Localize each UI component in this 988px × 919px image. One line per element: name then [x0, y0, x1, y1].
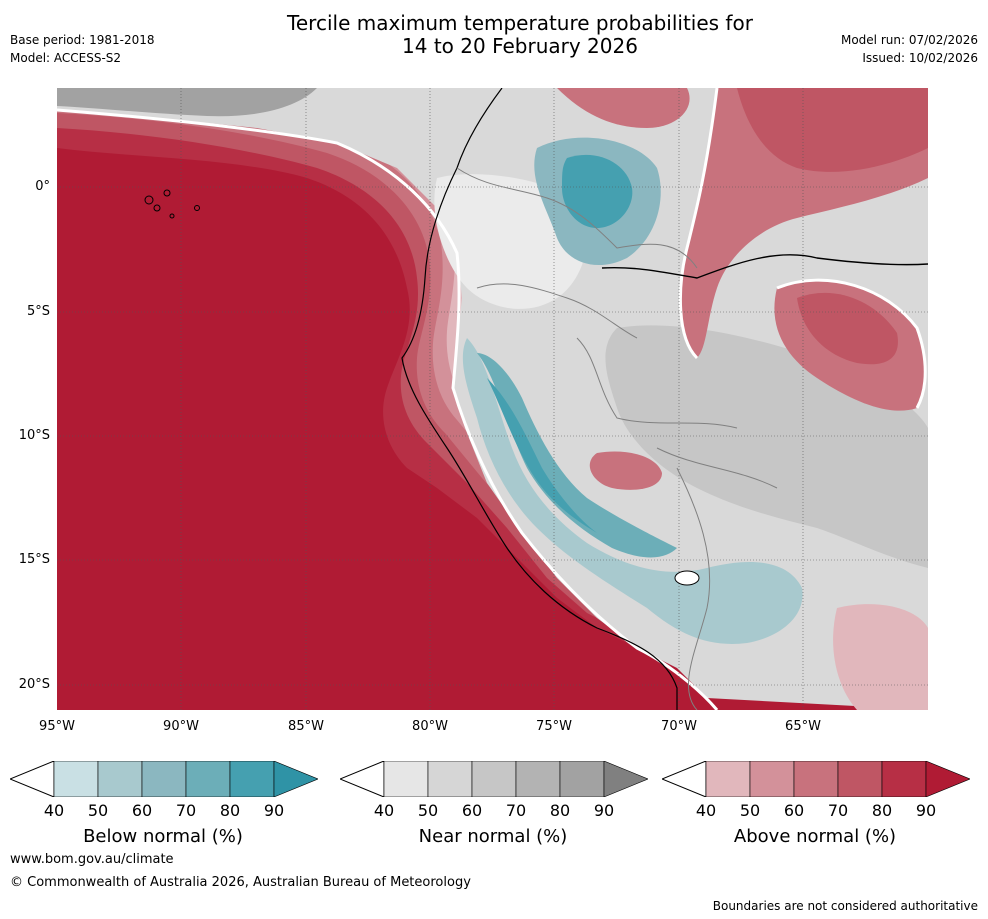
near-swatch-70 [515, 761, 561, 797]
above-normal-se [833, 604, 928, 710]
lat-tick-15s: 15°S [18, 552, 50, 567]
lon-tick-75w: 75°W [536, 719, 572, 734]
lat-tick-5s: 5°S [26, 304, 50, 319]
above-swatch-80 [881, 761, 927, 797]
lon-tick-80w: 80°W [412, 719, 448, 734]
model-run: Model run: 07/02/2026 [840, 33, 978, 47]
below-tick-40: 40 [43, 801, 65, 820]
above-normal-central [589, 451, 662, 490]
below-normal-coastal [462, 338, 803, 644]
above-normal-label: Above normal (%) [733, 826, 897, 847]
below-swatch-60 [141, 761, 187, 797]
below-tick-50: 50 [87, 801, 109, 820]
colorbar-near-normal [340, 761, 648, 797]
below-swatch-40 [53, 761, 99, 797]
below-tick-70: 70 [175, 801, 197, 820]
boundaries-disclaimer: Boundaries are not considered authoritat… [712, 899, 978, 913]
below-tick-90: 90 [263, 801, 285, 820]
gridlines [57, 88, 928, 710]
colorbar-below-normal [10, 761, 318, 797]
contour-boundary-1 [57, 108, 719, 710]
lat-tick-10s: 10°S [18, 428, 50, 443]
lat-tick-20s: 20°S [18, 677, 50, 692]
below-normal-coastal-darkest [487, 378, 597, 533]
lon-tick-95w: 95°W [39, 719, 75, 734]
near-swatch-60 [471, 761, 517, 797]
above-normal-nn [557, 88, 690, 128]
probability-map[interactable] [57, 88, 928, 710]
above-swatch-40 [705, 761, 751, 797]
below-swatch-80 [229, 761, 275, 797]
above-tick-60: 60 [783, 801, 805, 820]
above-normal-ne-core [737, 88, 928, 172]
near-normal-label: Near normal (%) [418, 826, 568, 847]
above-tick-50: 50 [739, 801, 761, 820]
above-tick-70: 70 [827, 801, 849, 820]
above-tick-80: 80 [871, 801, 893, 820]
bom-website-link[interactable]: www.bom.gov.au/climate [10, 852, 174, 867]
country-borders [456, 167, 778, 710]
title-line-1: Tercile maximum temperature probabilitie… [287, 11, 753, 35]
lon-tick-65w: 65°W [785, 719, 821, 734]
near-swatch-80 [559, 761, 605, 797]
below-normal-north-core [562, 154, 633, 228]
above-swatch-60 [793, 761, 839, 797]
near-tick-50: 50 [417, 801, 439, 820]
lon-tick-70w: 70°W [661, 719, 697, 734]
above-swatch-50 [749, 761, 795, 797]
galapagos-islands [144, 189, 200, 219]
lon-tick-90w: 90°W [163, 719, 199, 734]
base-period: Base period: 1981-2018 [10, 33, 155, 47]
near-tick-40: 40 [373, 801, 395, 820]
near-tick-90: 90 [593, 801, 615, 820]
above-swatch-70 [837, 761, 883, 797]
copyright-text: © Commonwealth of Australia 2026, Austra… [10, 875, 471, 890]
below-tick-60: 60 [131, 801, 153, 820]
model-name: Model: ACCESS-S2 [10, 51, 122, 65]
below-swatch-50 [97, 761, 143, 797]
below-normal-label: Below normal (%) [83, 826, 243, 847]
issued-date: Issued: 10/02/2026 [862, 51, 978, 65]
title-line-2: 14 to 20 February 2026 [402, 34, 638, 58]
near-normal-grey-north [57, 88, 317, 117]
near-tick-80: 80 [549, 801, 571, 820]
near-swatch-50 [427, 761, 473, 797]
contour-boundary-3 [776, 278, 927, 409]
coastline [401, 88, 678, 710]
near-tick-60: 60 [461, 801, 483, 820]
amazon-river [601, 254, 928, 279]
contour-boundary-2 [679, 88, 719, 360]
colorbar-above-normal [662, 761, 970, 797]
near-swatch-40 [383, 761, 429, 797]
below-tick-80: 80 [219, 801, 241, 820]
chart-title: Tercile maximum temperature probabilitie… [200, 12, 840, 58]
above-normal-east-core [797, 292, 898, 365]
above-tick-40: 40 [695, 801, 717, 820]
near-tick-70: 70 [505, 801, 527, 820]
lon-tick-85w: 85°W [288, 719, 324, 734]
below-swatch-70 [185, 761, 231, 797]
lat-tick-0: 0° [35, 179, 50, 194]
above-tick-90: 90 [915, 801, 937, 820]
lake-titicaca [674, 570, 700, 586]
